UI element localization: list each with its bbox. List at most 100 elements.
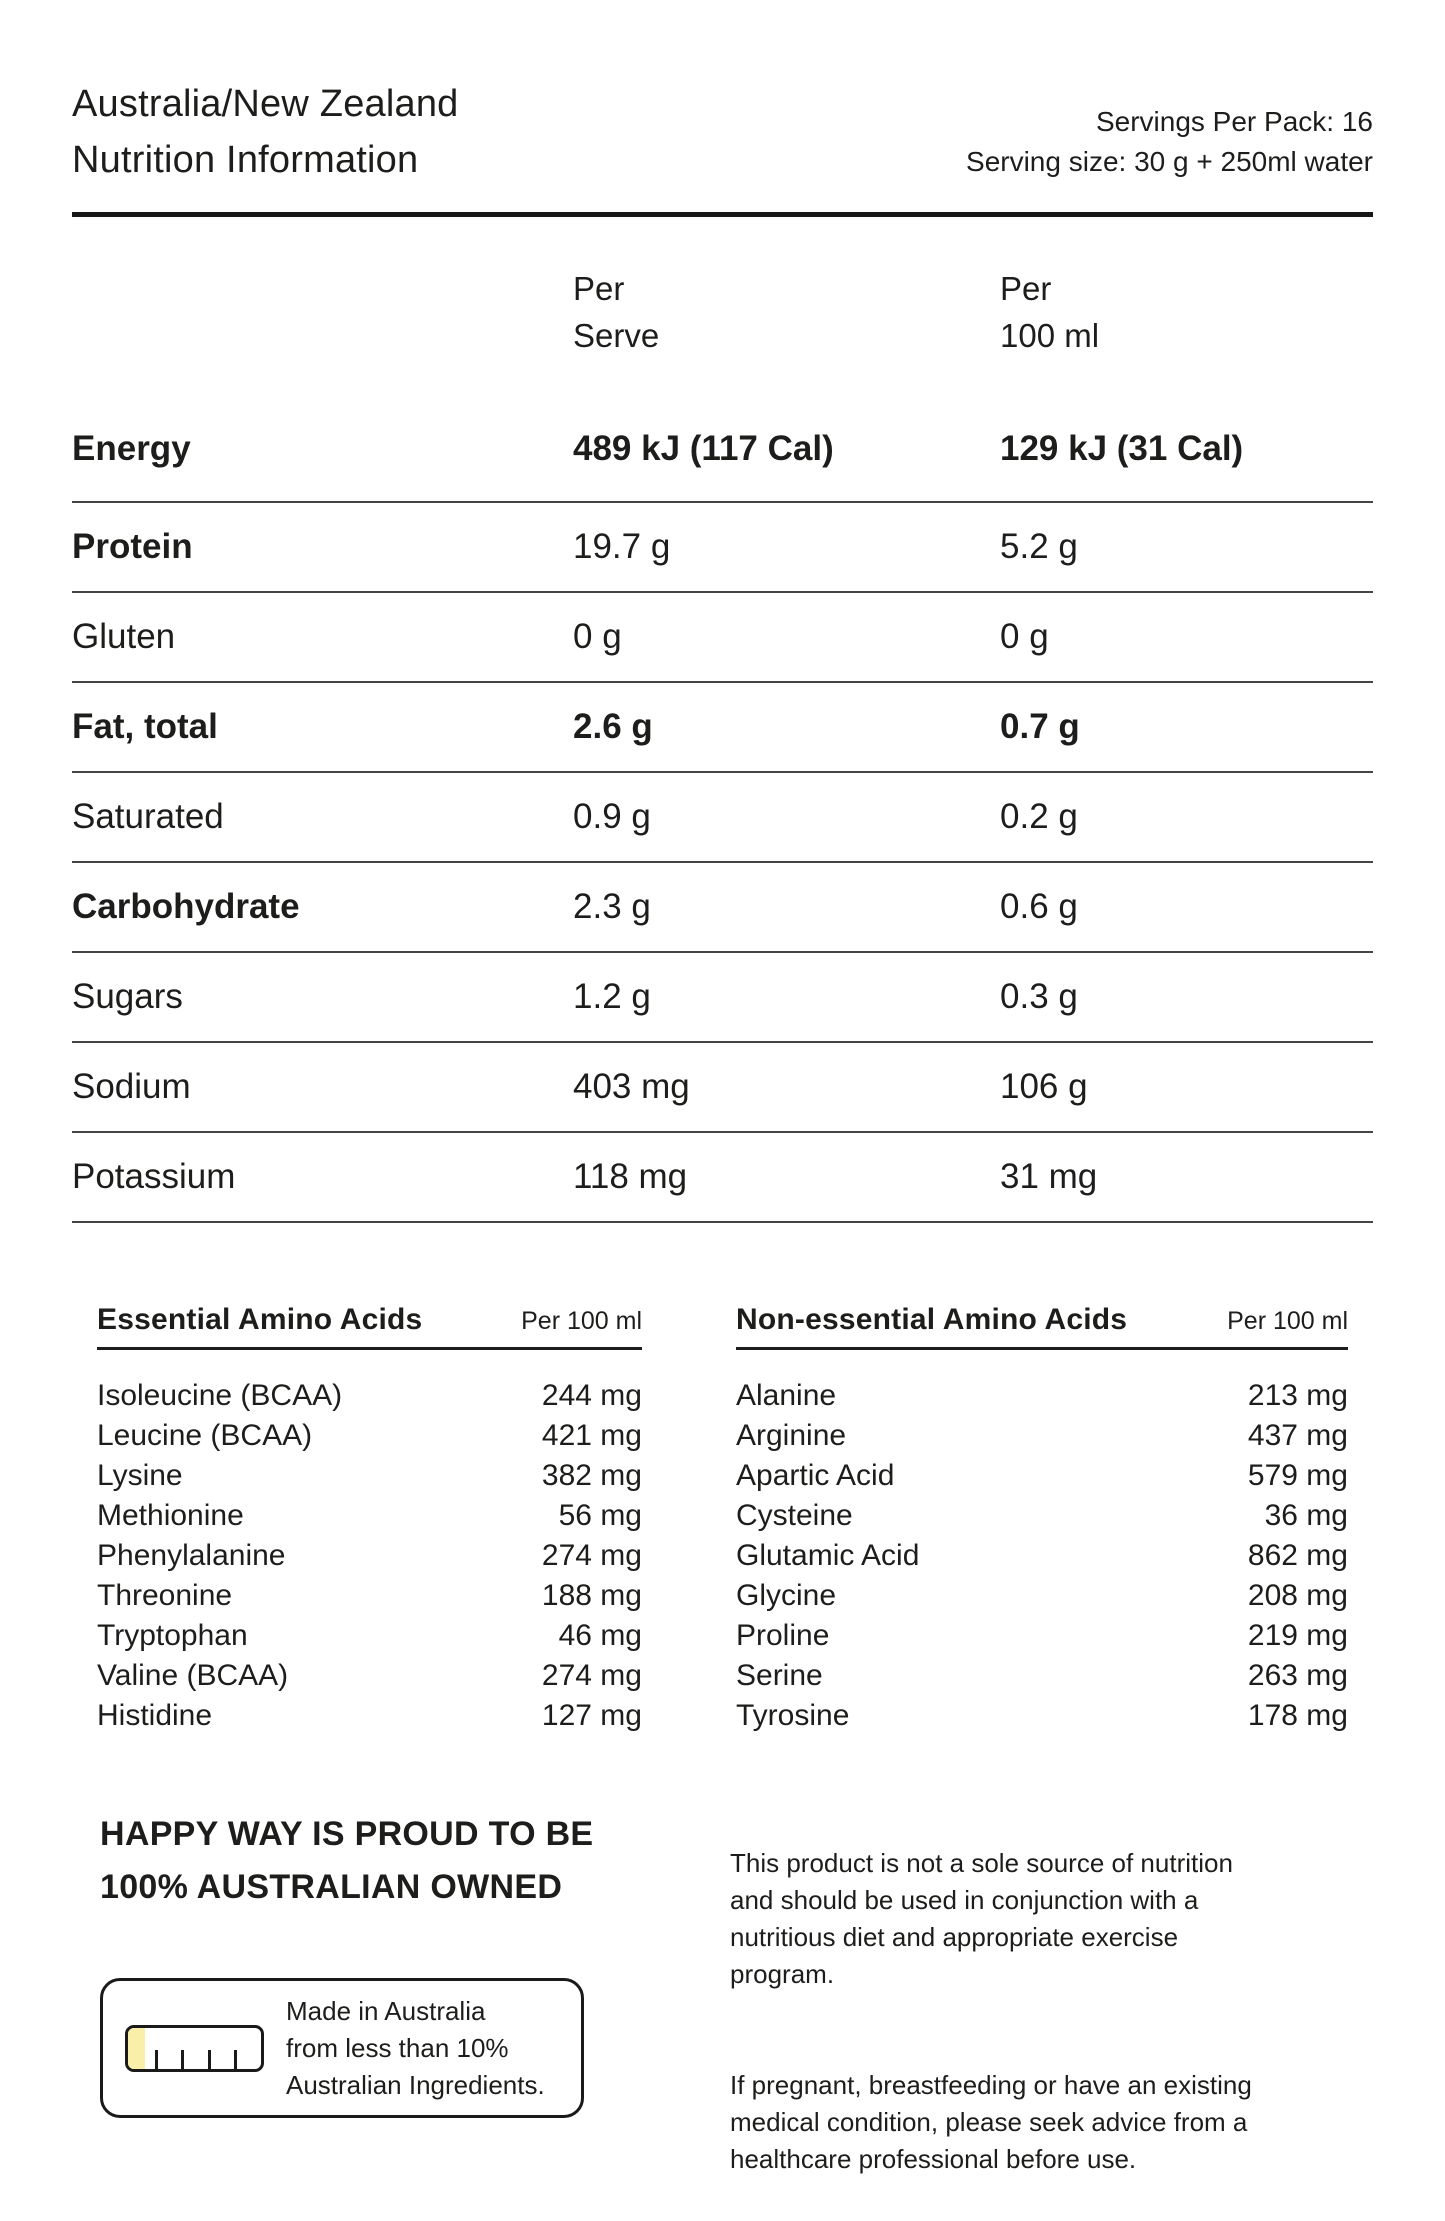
made-in-australia-text: Made in Australia from less than 10% Aus… [286,1995,545,2100]
table-row-sodium: Sodium 403 mg 106 g [72,1043,1373,1133]
amino-name: Cysteine [736,1499,853,1532]
row-per-serve: 0 g [573,617,622,656]
non-essential-header: Non-essential Amino Acids Per 100 ml [736,1303,1348,1350]
essential-title: Essential Amino Acids [97,1303,423,1336]
row-per-100ml: 0.3 g [1000,977,1078,1016]
table-row-sugars: Sugars 1.2 g 0.3 g [72,953,1373,1043]
amino-name: Threonine [97,1579,233,1612]
table-column-headers: Per Serve Per 100 ml [72,217,1373,397]
row-per-100ml: 0.7 g [1000,707,1080,746]
non-essential-amino-acids: Non-essential Amino Acids Per 100 ml Ala… [736,1303,1348,1736]
amino-row: Threonine 188 mg [97,1576,642,1616]
row-per-serve: 2.6 g [573,707,653,746]
amino-value: 579 mg [1247,1459,1348,1492]
amino-value: 213 mg [1247,1379,1348,1412]
amino-value: 36 mg [1264,1499,1348,1532]
essential-list: Isoleucine (BCAA) 244 mg Leucine (BCAA) … [97,1376,642,1736]
row-per-100ml: 0.6 g [1000,887,1078,926]
amino-name: Glycine [736,1579,837,1612]
footer-disclaimers: This product is not a sole source of nut… [730,1808,1345,2215]
amino-row: Lysine 382 mg [97,1456,642,1496]
non-essential-title: Non-essential Amino Acids [736,1303,1128,1336]
bar-tick [207,2050,211,2069]
amino-row: Histidine 127 mg [97,1696,642,1736]
amino-name: Phenylalanine [97,1539,286,1572]
row-per-100ml: 106 g [1000,1067,1088,1106]
amino-value: 178 mg [1247,1699,1348,1732]
row-label: Sodium [72,1067,191,1106]
row-per-serve: 2.3 g [573,887,651,926]
row-per-serve: 403 mg [573,1067,690,1106]
amino-value: 244 mg [541,1379,642,1412]
footer: HAPPY WAY IS PROUD TO BE 100% AUSTRALIAN… [100,1808,1345,2215]
amino-name: Glutamic Acid [736,1539,920,1572]
table-row-saturated: Saturated 0.9 g 0.2 g [72,773,1373,863]
amino-row: Tyrosine 178 mg [736,1696,1348,1736]
bar-tick [181,2050,185,2069]
australian-owned-heading: HAPPY WAY IS PROUD TO BE 100% AUSTRALIAN… [100,1815,594,1906]
row-label: Fat, total [72,707,218,746]
non-essential-list: Alanine 213 mg Arginine 437 mg Apartic A… [736,1376,1348,1736]
essential-amino-acids: Essential Amino Acids Per 100 ml Isoleuc… [97,1303,642,1736]
amino-row: Arginine 437 mg [736,1416,1348,1456]
amino-name: Lysine [97,1459,183,1492]
amino-name: Proline [736,1619,830,1652]
footer-left: HAPPY WAY IS PROUD TO BE 100% AUSTRALIAN… [100,1808,662,2215]
amino-name: Valine (BCAA) [97,1659,289,1692]
table-row-carbohydrate: Carbohydrate 2.3 g 0.6 g [72,863,1373,953]
amino-value: 219 mg [1247,1619,1348,1652]
non-essential-unit: Per 100 ml [1227,1307,1348,1335]
amino-row: Valine (BCAA) 274 mg [97,1656,642,1696]
row-label: Carbohydrate [72,887,300,926]
table-row-protein: Protein 19.7 g 5.2 g [72,503,1373,593]
amino-row: Cysteine 36 mg [736,1496,1348,1536]
amino-name: Tryptophan [97,1619,248,1652]
row-per-serve: 19.7 g [573,527,671,566]
amino-acids-section: Essential Amino Acids Per 100 ml Isoleuc… [97,1303,1348,1736]
amino-name: Arginine [736,1419,847,1452]
amino-name: Serine [736,1659,823,1692]
amino-value: 127 mg [541,1699,642,1732]
col-header-spacer [72,265,573,359]
header: Australia/New Zealand Nutrition Informat… [72,76,1373,188]
essential-unit: Per 100 ml [521,1307,642,1335]
amino-value: 382 mg [541,1459,642,1492]
made-in-australia-box: Made in Australia from less than 10% Aus… [100,1978,584,2118]
amino-row: Proline 219 mg [736,1616,1348,1656]
row-label: Gluten [72,617,176,656]
row-per-100ml: 31 mg [1000,1157,1098,1196]
row-per-serve: 0.9 g [573,797,651,836]
amino-row: Methionine 56 mg [97,1496,642,1536]
amino-value: 46 mg [558,1619,642,1652]
row-label: Saturated [72,797,224,836]
servings-info: Servings Per Pack: 16 Serving size: 30 g… [966,106,1373,177]
row-per-serve: 489 kJ (117 Cal) [573,429,834,468]
amino-row: Alanine 213 mg [736,1376,1348,1416]
amino-value: 862 mg [1247,1539,1348,1572]
amino-name: Leucine (BCAA) [97,1419,313,1452]
amino-value: 274 mg [541,1539,642,1572]
bar-tick [154,2050,158,2069]
amino-row: Glycine 208 mg [736,1576,1348,1616]
table-row-gluten: Gluten 0 g 0 g [72,593,1373,683]
amino-row: Tryptophan 46 mg [97,1616,642,1656]
essential-header: Essential Amino Acids Per 100 ml [97,1303,642,1350]
row-per-100ml: 0.2 g [1000,797,1078,836]
amino-value: 188 mg [541,1579,642,1612]
row-per-100ml: 5.2 g [1000,527,1078,566]
amino-name: Tyrosine [736,1699,850,1732]
amino-name: Apartic Acid [736,1459,895,1492]
amino-row: Serine 263 mg [736,1656,1348,1696]
row-per-100ml: 129 kJ (31 Cal) [1000,429,1244,468]
amino-row: Phenylalanine 274 mg [97,1536,642,1576]
col-header-per-serve: Per Serve [573,270,660,354]
disclaimer-pregnancy: If pregnant, breastfeeding or have an ex… [730,2070,1252,2174]
amino-value: 208 mg [1247,1579,1348,1612]
table-row-potassium: Potassium 118 mg 31 mg [72,1133,1373,1223]
row-per-serve: 1.2 g [573,977,651,1016]
header-divider [72,212,1373,217]
row-label: Sugars [72,977,183,1016]
disclaimer-nutrition: This product is not a sole source of nut… [730,1848,1233,1989]
bar-tick [234,2050,238,2069]
amino-row: Glutamic Acid 862 mg [736,1536,1348,1576]
